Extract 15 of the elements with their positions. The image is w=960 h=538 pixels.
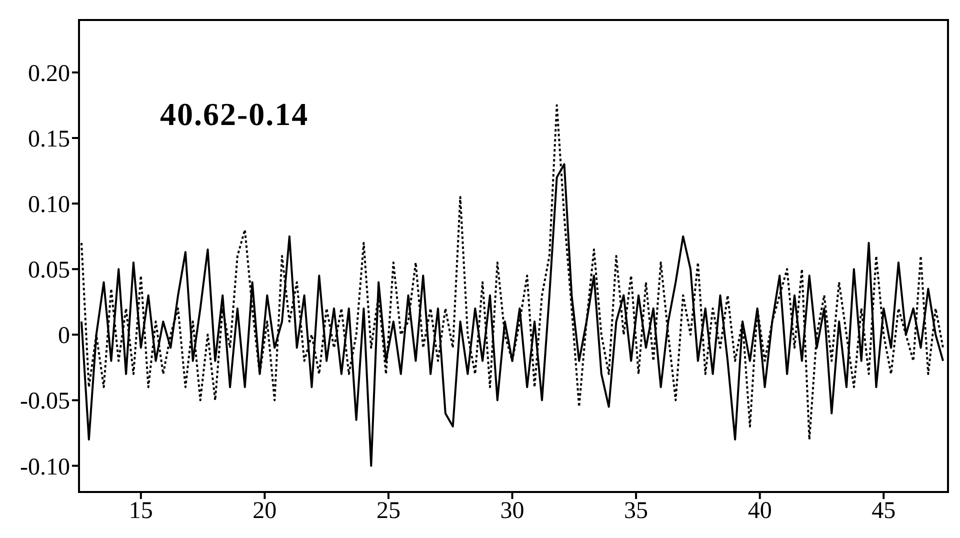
y-tick-label: 0.05 [28,258,70,284]
y-tick-label: -0.05 [20,388,70,415]
x-tick-label: 40 [748,498,772,524]
x-tick-label: 30 [500,498,524,524]
x-tick-label: 35 [624,498,648,524]
y-tick-label: -0.10 [20,454,70,480]
annotation: 40.62-0.14 [160,96,309,133]
y-tick-label: 0.10 [28,192,70,218]
y-tick-label: 0.20 [28,60,70,87]
x-tick-label: 45 [872,498,896,524]
x-tick-label: 15 [128,498,153,524]
y-tick-label: 0 [58,323,70,350]
x-tick-label: 25 [376,498,400,524]
x-tick-label: 20 [252,498,277,524]
y-tick-label: 0.15 [28,126,70,153]
